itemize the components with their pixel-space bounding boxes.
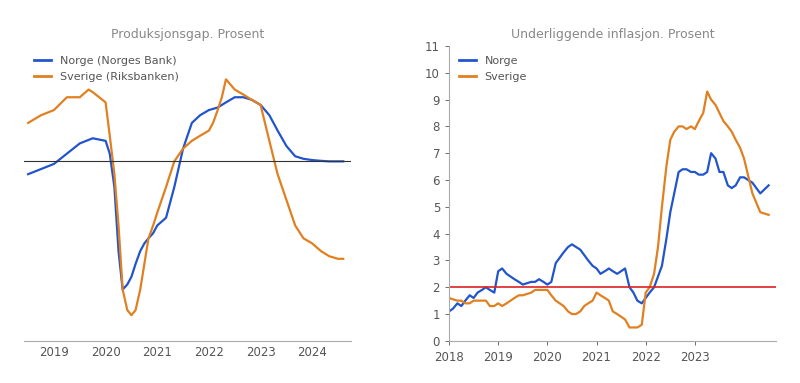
Legend: Norge, Sverige: Norge, Sverige [454,52,531,86]
Legend: Norge (Norges Bank), Sverige (Riksbanken): Norge (Norges Bank), Sverige (Riksbanken… [30,52,183,86]
Title: Produksjonsgap. Prosent: Produksjonsgap. Prosent [111,28,264,41]
Title: Underliggende inflasjon. Prosent: Underliggende inflasjon. Prosent [510,28,714,41]
